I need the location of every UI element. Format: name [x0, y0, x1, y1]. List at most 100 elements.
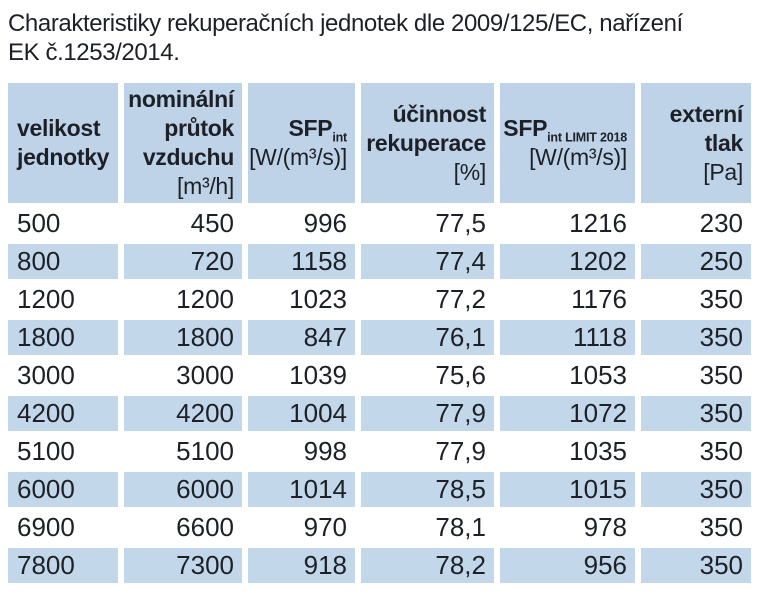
table-cell: 350	[641, 548, 751, 583]
table-cell: 350	[699, 360, 743, 390]
page-title-line1: Charakteristiky rekuperačních jednotek d…	[8, 10, 683, 37]
table-cell: 998	[303, 436, 347, 466]
header-sfp-int: SFPint [W/(m³/s)]	[248, 83, 355, 203]
page-title: Charakteristiky rekuperačních jednotek d…	[8, 9, 752, 67]
header-unit: [W/(m³/s)]	[249, 144, 347, 170]
table-cell: 1053	[569, 360, 627, 390]
page-title-line2: EK č.1253/2014.	[8, 39, 180, 66]
table-cell: 6000	[124, 472, 242, 507]
table-cell: 76,1	[361, 320, 494, 355]
table-cell: 1202	[500, 244, 635, 279]
table-cell: 720	[124, 244, 242, 279]
table-cell: 1072	[500, 396, 635, 431]
header-unit: [Pa]	[703, 158, 743, 185]
table-cell: 5100	[176, 436, 234, 466]
table-cell: 1800	[124, 320, 242, 355]
table-cell: 7300	[124, 548, 242, 583]
header-line: vzduchu	[142, 144, 234, 170]
table-cell: 1015	[500, 472, 635, 507]
header-unit: [%]	[453, 158, 487, 185]
table-cell: 350	[699, 284, 743, 314]
table-cell: 1014	[248, 472, 355, 507]
table-cell: 1039	[289, 360, 347, 390]
table-cell: 350	[641, 472, 751, 507]
table-cell: 1023	[289, 284, 347, 314]
table-cell: 78,1	[435, 512, 486, 542]
table-body: 500 450 996 77,5 1216 230 800 720 1158 77,4 1202 25…	[8, 206, 752, 583]
table-cell: 1176	[571, 284, 627, 314]
table-cell: 3000	[17, 360, 75, 390]
table-row: 1200 1200 1023 77,2 1176 350	[8, 282, 752, 317]
header-line: SFPint LIMIT 2018	[500, 114, 627, 145]
header-sfp-int-limit-2018: SFPint LIMIT 2018 [W/(m³/s)]	[500, 83, 635, 203]
table-cell: 6900	[17, 512, 75, 542]
table-cell: 1800	[8, 320, 118, 355]
table-cell: 978	[583, 512, 627, 542]
table-row: 6000 6000 1014 78,5 1015 350	[8, 472, 752, 507]
header-ucinnost-rekuperace: účinnost rekuperace [%]	[361, 83, 494, 203]
table-cell: 3000	[176, 360, 234, 390]
table-cell: 6600	[176, 512, 234, 542]
characteristics-table: velikost jednotky nominální průtok vzduc…	[8, 83, 752, 583]
table-cell: 4200	[124, 396, 242, 431]
table-row: 5100 5100 998 77,9 1035 350	[8, 434, 752, 469]
header-line: SFPint	[248, 114, 347, 145]
table-cell: 800	[8, 244, 118, 279]
table-row: 6900 6600 970 78,1 978 350	[8, 510, 752, 545]
table-cell: 77,9	[361, 396, 494, 431]
table-cell: 970	[303, 512, 347, 542]
header-externi-tlak: externí tlak [Pa]	[641, 83, 751, 203]
table-cell: 956	[500, 548, 635, 583]
header-unit: [W/(m³/s)]	[529, 144, 627, 170]
header-nominalni-prutok-vzduchu: nominální průtok vzduchu [m³/h]	[124, 83, 242, 203]
table-cell: 4200	[8, 396, 118, 431]
header-line: externí	[669, 100, 744, 127]
table-cell: 918	[248, 548, 355, 583]
table-cell: 77,4	[361, 244, 494, 279]
table-row: 7800 7300 918 78,2 956 350	[8, 548, 752, 583]
header-line: nominální	[128, 86, 234, 112]
table-cell: 77,5	[435, 208, 486, 238]
table-cell: 1035	[569, 436, 627, 466]
table-cell: 5100	[17, 436, 75, 466]
table-row: 1800 1800 847 76,1 1118 350	[8, 320, 752, 355]
table-cell: 78,5	[361, 472, 494, 507]
table-cell: 1158	[248, 244, 355, 279]
header-line: velikost	[17, 115, 101, 141]
table-cell: 7800	[8, 548, 118, 583]
header-line: jednotky	[17, 144, 110, 170]
table-row: 3000 3000 1039 75,6 1053 350	[8, 358, 752, 393]
table-cell: 250	[641, 244, 751, 279]
table-cell: 77,9	[435, 436, 486, 466]
table-cell: 6000	[8, 472, 118, 507]
table-cell: 78,2	[361, 548, 494, 583]
table-cell: 500	[17, 208, 61, 238]
table-cell: 1200	[176, 284, 234, 314]
table-header-row: velikost jednotky nominální průtok vzduc…	[8, 83, 752, 203]
table-cell: 847	[248, 320, 355, 355]
table-cell: 450	[190, 208, 234, 238]
header-line: průtok	[164, 115, 234, 141]
header-velikost-jednotky: velikost jednotky	[8, 83, 118, 203]
table-cell: 230	[699, 208, 743, 238]
table-row: 500 450 996 77,5 1216 230	[8, 206, 752, 241]
table-cell: 77,2	[435, 284, 486, 314]
table-cell: 996	[303, 208, 347, 238]
table-cell: 1200	[17, 284, 75, 314]
header-line: účinnost	[392, 100, 487, 127]
sfp-label: SFP	[288, 115, 333, 141]
header-line: tlak	[704, 129, 744, 156]
table-cell: 350	[699, 512, 743, 542]
table-cell: 350	[699, 436, 743, 466]
header-unit: [m³/h]	[177, 173, 234, 199]
sfp-label: SFP	[503, 115, 548, 141]
sfp-subscript: int	[332, 130, 347, 145]
table-cell: 350	[641, 396, 751, 431]
sfp-limit-subscript: int LIMIT 2018	[547, 130, 627, 145]
table-cell: 350	[641, 320, 751, 355]
table-cell: 75,6	[435, 360, 486, 390]
table-row: 4200 4200 1004 77,9 1072 350	[8, 396, 752, 431]
table-cell: 1118	[500, 320, 635, 355]
table-cell: 1216	[569, 208, 627, 238]
table-cell: 1004	[248, 396, 355, 431]
